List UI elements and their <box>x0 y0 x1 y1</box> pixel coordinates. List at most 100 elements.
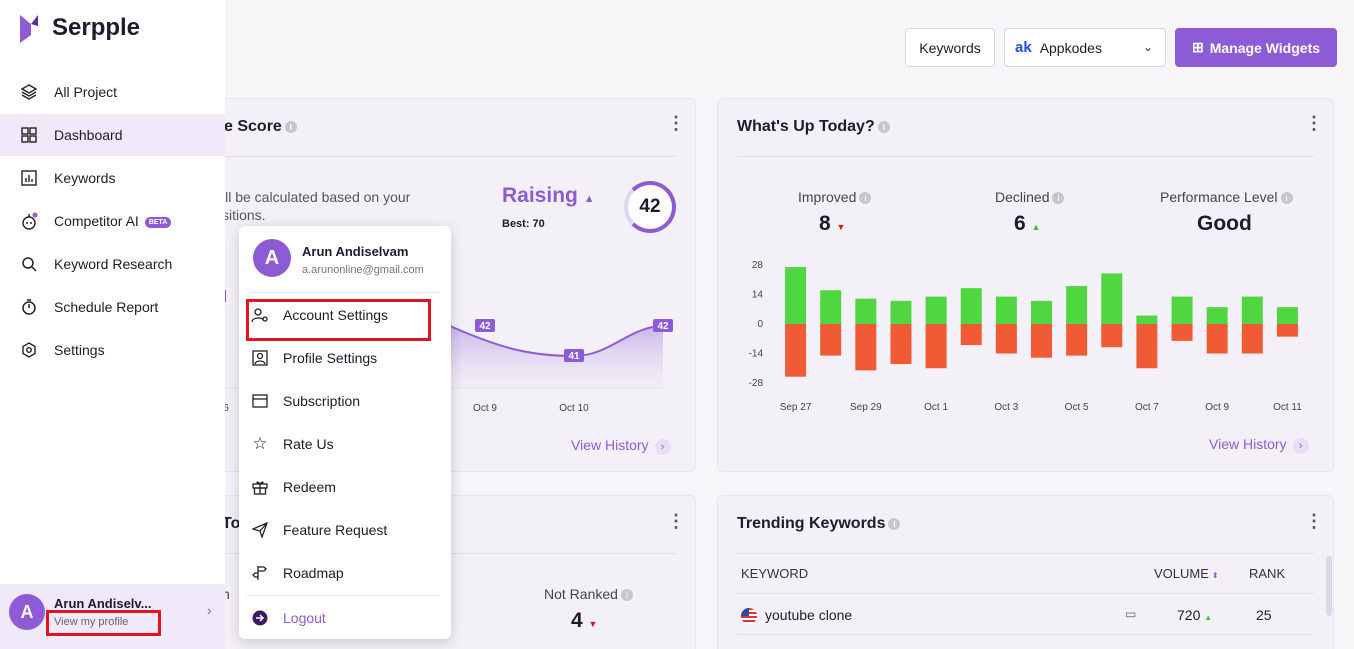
info-icon[interactable]: i <box>859 192 872 205</box>
declined-bar[interactable] <box>785 324 807 377</box>
y-tick-label: 28 <box>752 260 764 271</box>
account-settings-icon <box>251 306 269 324</box>
declined-bar[interactable] <box>995 324 1017 354</box>
column-header-rank[interactable]: RANK <box>1249 566 1286 581</box>
improved-bar[interactable] <box>1276 307 1298 324</box>
y-tick-label: 0 <box>757 319 763 330</box>
improved-bar[interactable] <box>1066 286 1088 324</box>
declined-bar[interactable] <box>1136 324 1158 369</box>
info-icon[interactable]: i <box>1052 192 1065 205</box>
info-icon[interactable]: i <box>888 517 901 530</box>
manage-widgets-button[interactable]: ⊞ Manage Widgets <box>1175 28 1337 67</box>
declined-bar[interactable] <box>1031 324 1052 358</box>
divider <box>737 156 1314 157</box>
top-keywords-title: To <box>222 515 241 532</box>
gift-icon <box>251 478 269 496</box>
declined-bar[interactable] <box>1101 324 1123 348</box>
scrollbar[interactable] <box>1326 556 1332 616</box>
score-card-title: e Score i <box>224 118 297 136</box>
y-tick-label: 14 <box>752 290 764 301</box>
keywords-button[interactable]: Keywords <box>905 28 995 67</box>
point-label: 42 <box>657 321 669 332</box>
declined-bar[interactable] <box>820 324 842 356</box>
improved-bar[interactable] <box>855 298 877 324</box>
search-icon <box>20 255 38 273</box>
info-icon[interactable]: i <box>284 120 297 133</box>
improved-bar[interactable] <box>995 296 1017 324</box>
declined-bar[interactable] <box>960 324 982 346</box>
triangle-down-icon: ▼ <box>588 619 598 629</box>
sidebar-item-competitor-ai[interactable]: Competitor AI BETA <box>0 200 225 242</box>
column-header-keyword[interactable]: KEYWORD <box>741 566 809 581</box>
not-ranked-value: 4 ▼ <box>571 609 598 632</box>
info-icon[interactable]: i <box>1280 192 1293 205</box>
improved-bar[interactable] <box>1171 296 1193 324</box>
menu-item-redeem[interactable]: Redeem <box>239 468 451 506</box>
menu-user-name: Arun Andiselvam <box>302 244 409 259</box>
declined-bar[interactable] <box>1171 324 1193 341</box>
divider <box>737 553 1314 554</box>
profile-icon <box>251 349 269 367</box>
declined-bar[interactable] <box>855 324 877 371</box>
improved-bar[interactable] <box>820 290 842 324</box>
improved-bar[interactable] <box>1136 315 1158 324</box>
whats-up-menu-icon[interactable]: ⋮ <box>1305 113 1323 133</box>
triangle-up-icon: ▲ <box>1031 222 1041 232</box>
declined-bar[interactable] <box>925 324 947 369</box>
trending-menu-icon[interactable]: ⋮ <box>1305 511 1323 531</box>
column-header-volume[interactable]: VOLUME ⬍ <box>1154 566 1219 581</box>
divider <box>222 156 676 157</box>
info-icon[interactable]: i <box>620 589 633 602</box>
x-tick-label: Oct 10 <box>559 403 589 414</box>
improved-bar[interactable] <box>1031 300 1052 324</box>
sidebar-item-dashboard[interactable]: Dashboard <box>0 114 225 156</box>
menu-item-roadmap[interactable]: Roadmap <box>239 554 451 592</box>
profile-menu: A Arun Andiselvam a.arunonline@gmail.com… <box>239 226 451 639</box>
improved-bar[interactable] <box>1206 307 1228 324</box>
sidebar-item-settings[interactable]: Settings <box>0 329 225 371</box>
sidebar-item-schedule-report[interactable]: Schedule Report <box>0 286 225 328</box>
menu-item-feature-request[interactable]: Feature Request <box>239 511 451 549</box>
whats-up-view-history-link[interactable]: View History › <box>1209 436 1309 454</box>
improved-bar[interactable] <box>925 296 947 324</box>
improved-bar[interactable] <box>960 288 982 324</box>
sidebar-item-keywords[interactable]: Keywords <box>0 157 225 199</box>
menu-item-profile-settings[interactable]: Profile Settings <box>239 339 451 377</box>
declined-bar[interactable] <box>1241 324 1263 354</box>
performance-value: Good <box>1197 212 1252 235</box>
declined-bar[interactable] <box>890 324 912 365</box>
improved-bar[interactable] <box>1101 273 1123 324</box>
project-logo-icon: ak <box>1015 39 1032 56</box>
chart-icon <box>20 169 38 187</box>
trending-keywords-title: Trending Keywords i <box>737 515 901 533</box>
whats-up-title: What's Up Today? i <box>737 118 890 136</box>
menu-item-rate-us[interactable]: ☆ Rate Us <box>252 434 334 453</box>
declined-bar[interactable] <box>1206 324 1228 354</box>
sidebar-item-keyword-research[interactable]: Keyword Research <box>0 243 225 285</box>
score-card-menu-icon[interactable]: ⋮ <box>667 113 685 133</box>
divider <box>737 634 1314 635</box>
improved-label: Improved i <box>798 189 872 205</box>
improved-bar[interactable] <box>1241 296 1263 324</box>
info-icon[interactable]: i <box>877 120 890 133</box>
highlight-box <box>246 299 431 341</box>
x-tick-label: Oct 11 <box>1273 402 1302 413</box>
improved-bar[interactable] <box>785 267 807 324</box>
rank-cell: 25 <box>1256 607 1272 623</box>
trending-keywords-card <box>717 495 1334 649</box>
serpple-logo-icon <box>20 15 38 43</box>
declined-bar[interactable] <box>1276 324 1298 337</box>
project-select[interactable]: ak Appkodes ⌄ <box>1004 28 1166 67</box>
menu-item-subscription[interactable]: Subscription <box>239 382 451 420</box>
top-keywords-menu-icon[interactable]: ⋮ <box>667 511 685 531</box>
view-profile-link[interactable]: View my profile <box>54 616 129 628</box>
score-view-history-link[interactable]: View History › <box>571 437 671 455</box>
y-tick-label: -28 <box>749 378 764 389</box>
score-trend-chart: 42 41 42 6 Oct 9 Oct 10 <box>223 290 673 414</box>
profile-bar[interactable]: A Arun Andiselv... View my profile › <box>0 584 225 649</box>
menu-item-account-settings[interactable]: Account Settings <box>239 296 451 334</box>
improved-bar[interactable] <box>890 300 912 324</box>
menu-item-logout[interactable]: Logout <box>239 599 451 637</box>
sidebar-item-all-project[interactable]: All Project <box>0 71 225 113</box>
declined-bar[interactable] <box>1066 324 1088 356</box>
